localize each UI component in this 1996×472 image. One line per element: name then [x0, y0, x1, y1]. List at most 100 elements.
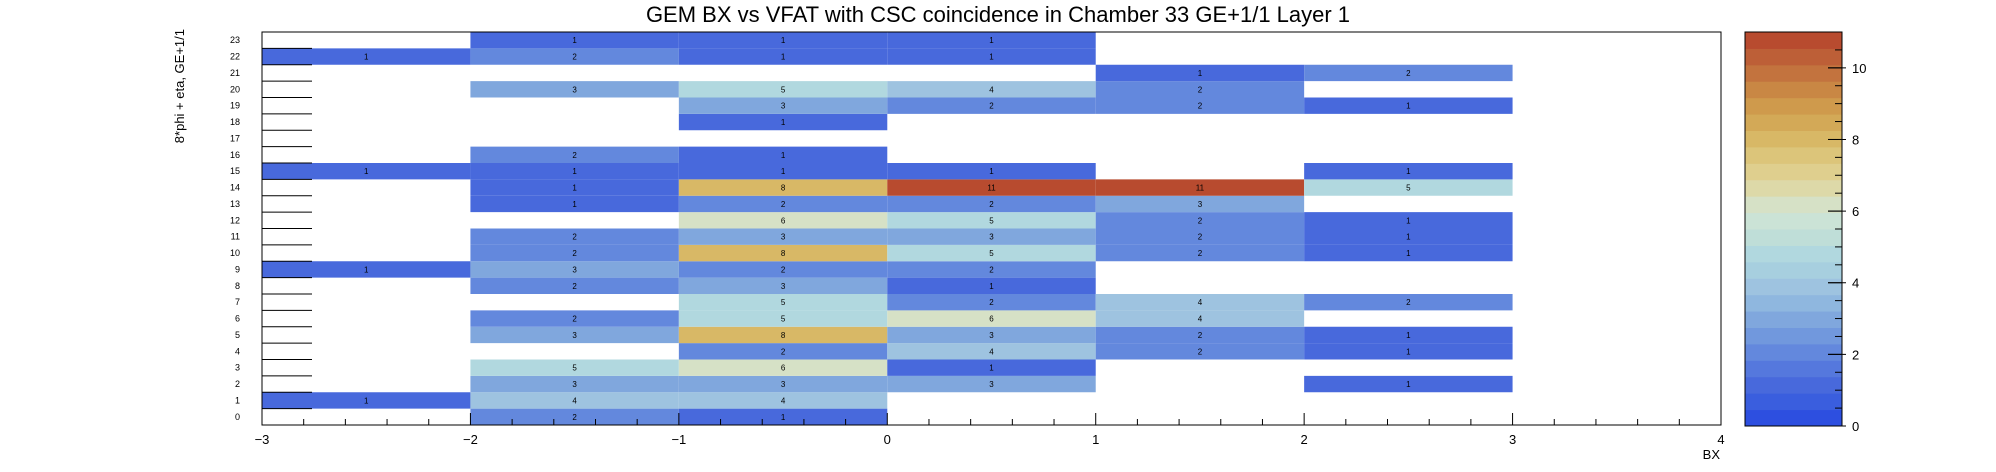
- heatmap-cell: [470, 359, 679, 376]
- heatmap-cell: [678, 277, 888, 294]
- palette-swatch: [1745, 409, 1842, 427]
- cell-value-label: 11: [987, 184, 996, 193]
- heatmap-cell: [678, 392, 888, 409]
- y-tick-label: 17: [230, 133, 240, 143]
- heatmap-cell: [1095, 97, 1305, 114]
- cell-value-label: 1: [572, 167, 577, 176]
- cell-value-label: 4: [1198, 315, 1203, 324]
- heatmap-cell: [887, 48, 1096, 65]
- heatmap-cell: [887, 294, 1096, 311]
- cell-value-label: 5: [989, 249, 994, 258]
- palette-swatch: [1745, 261, 1842, 279]
- cell-value-label: 2: [989, 200, 994, 209]
- cell-value-label: 2: [781, 265, 786, 274]
- palette-swatch: [1745, 196, 1842, 214]
- cell-value-label: 1: [364, 265, 369, 274]
- cell-value-label: 1: [781, 36, 786, 45]
- cell-value-label: 2: [1406, 69, 1411, 78]
- palette-tick-label: 10: [1852, 61, 1866, 76]
- cell-value-label: 6: [781, 364, 786, 373]
- palette-swatch: [1745, 360, 1842, 378]
- heatmap-cell: [1304, 294, 1513, 311]
- cell-value-label: 2: [1198, 249, 1203, 258]
- heatmap-cell: [887, 277, 1096, 294]
- x-axis-label: BX: [1703, 447, 1721, 462]
- palette-tick-label: 4: [1852, 276, 1859, 291]
- cell-value-label: 1: [989, 167, 994, 176]
- color-palette: 0 2 4 6 8 10: [1744, 31, 1866, 434]
- x-tick-label: 0: [884, 432, 891, 447]
- cell-value-label: 1: [1406, 249, 1411, 258]
- y-tick-label: 7: [235, 297, 240, 307]
- cell-value-label: 3: [572, 265, 577, 274]
- cell-value-label: 2: [1198, 102, 1203, 111]
- heatmap-cell: [1095, 81, 1305, 98]
- palette-swatch: [1745, 212, 1842, 230]
- y-tick-label: 15: [230, 166, 240, 176]
- palette-swatch: [1745, 245, 1842, 263]
- cell-value-label: 2: [572, 151, 577, 160]
- palette-tick-label: 0: [1852, 419, 1859, 434]
- heatmap-cell: [678, 310, 888, 327]
- heatmap-cell: [887, 359, 1096, 376]
- heatmap-cell: [470, 48, 679, 65]
- heatmap-cell: [887, 81, 1096, 98]
- heatmap-cell: [678, 48, 888, 65]
- y-tick-label: 21: [230, 68, 240, 78]
- cell-value-label: 6: [781, 216, 786, 225]
- cell-value-label: 2: [572, 282, 577, 291]
- heatmap-cell: [1095, 294, 1305, 311]
- axes: −3 −2 −1 0 1 2 3 401234567891011121314151617181…: [230, 31, 1725, 447]
- heatmap-cell: [678, 261, 888, 278]
- palette-swatch: [1745, 327, 1842, 345]
- cell-value-label: 4: [989, 347, 994, 356]
- cell-value-label: 8: [781, 331, 786, 340]
- heatmap-cell: [470, 310, 679, 327]
- heatmap-cell: [678, 228, 888, 245]
- cell-value-label: 2: [572, 413, 577, 422]
- heatmap-cell: [887, 163, 1096, 180]
- heatmap-cell: [470, 81, 679, 98]
- heatmap-cell: [1304, 212, 1513, 229]
- cell-value-label: 3: [572, 85, 577, 94]
- cell-value-label: 1: [1406, 102, 1411, 111]
- heatmap-cell: [1095, 343, 1305, 360]
- heatmap-cell: [1095, 179, 1305, 196]
- heatmap-cell: [887, 343, 1096, 360]
- heatmap-cell: [1095, 310, 1305, 327]
- chart-title: GEM BX vs VFAT with CSC coincidence in C…: [646, 2, 1350, 27]
- cell-value-label: 2: [572, 233, 577, 242]
- cell-value-label: 1: [781, 151, 786, 160]
- heatmap-cell: [887, 32, 1096, 49]
- heatmap-cell: [678, 81, 888, 98]
- y-tick-label: 9: [235, 264, 240, 274]
- heatmap-cell: [887, 179, 1096, 196]
- y-tick-label: 23: [230, 35, 240, 45]
- palette-swatch: [1745, 376, 1842, 394]
- heatmap-cell: [470, 228, 679, 245]
- heatmap-cell: [470, 195, 679, 213]
- heatmap-cell: [470, 32, 679, 49]
- heatmap-cell: [678, 343, 888, 360]
- cell-value-label: 5: [989, 216, 994, 225]
- cell-value-label: 3: [572, 331, 577, 340]
- cell-value-label: 1: [989, 53, 994, 62]
- palette-swatch: [1745, 130, 1842, 148]
- heatmap-cell: [678, 244, 888, 262]
- heatmap-cell: [678, 97, 888, 114]
- palette-swatch: [1745, 32, 1842, 49]
- heatmap-cell: [887, 375, 1096, 393]
- heatmap-cell: [1304, 163, 1513, 180]
- palette-swatch: [1745, 48, 1842, 66]
- heatmap-cell: [1095, 64, 1305, 82]
- y-tick-label: 11: [231, 232, 240, 242]
- heatmap-cell: [678, 375, 888, 393]
- x-tick-label: −2: [463, 432, 478, 447]
- cell-value-label: 6: [989, 315, 994, 324]
- y-tick-label: 8: [235, 281, 240, 291]
- cell-value-label: 2: [572, 53, 577, 62]
- cell-value-label: 2: [572, 249, 577, 258]
- y-tick-label: 16: [230, 150, 240, 160]
- x-tick-label: 4: [1717, 432, 1724, 447]
- x-tick-label: 2: [1301, 432, 1308, 447]
